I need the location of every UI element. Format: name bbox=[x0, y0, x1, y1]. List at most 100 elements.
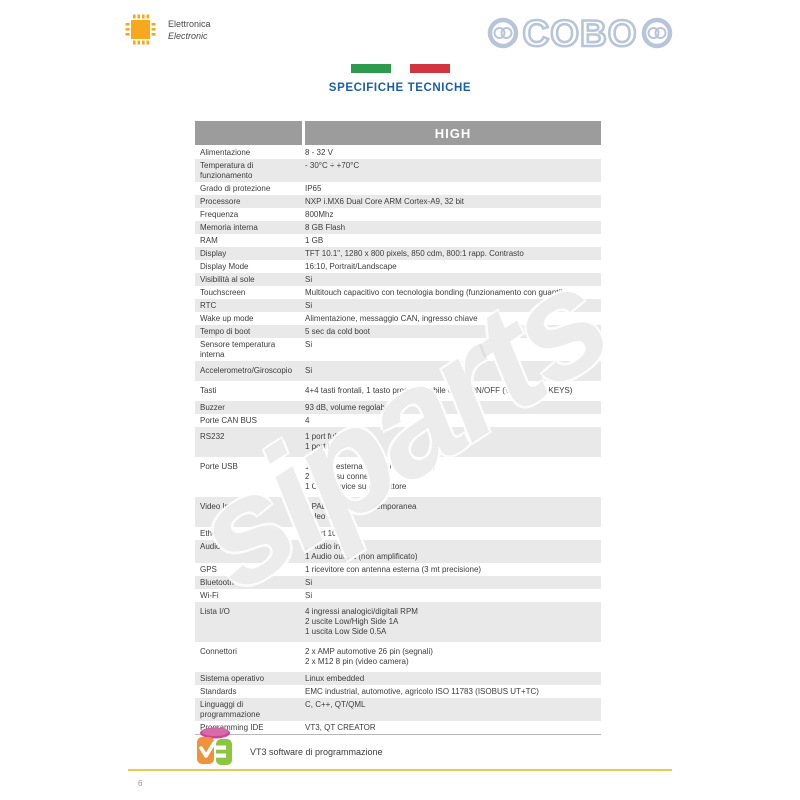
row-value: Si bbox=[305, 300, 313, 310]
row-value: EMC industrial, automotive, agricolo ISO… bbox=[305, 686, 539, 696]
table-row: Audio 1 Audio input 1 Audio output (non a… bbox=[195, 540, 601, 563]
row-value: Si bbox=[305, 366, 313, 375]
table-row: Wake up mode Alimentazione, messaggio CAN… bbox=[195, 312, 601, 325]
row-value: 4 PAL/NTSC in contemporanea Video over I… bbox=[305, 502, 417, 521]
table-row: Accelerometro/Giroscopio Si bbox=[195, 361, 601, 381]
cobo-logo-text: COBO bbox=[523, 13, 638, 52]
page-number: 6 bbox=[138, 779, 143, 788]
chip-icon bbox=[125, 14, 156, 45]
row-value: Si bbox=[305, 274, 313, 284]
row-label: RAM bbox=[200, 235, 218, 245]
table-row: Tempo di boot 5 sec da cold boot bbox=[195, 325, 601, 338]
table-row: Touchscreen Multitouch capacitivo con tec… bbox=[195, 286, 601, 299]
table-row: Display Mode 16:10, Portrait/Landscape bbox=[195, 260, 601, 273]
row-label: Sensore temperatura interna bbox=[200, 339, 276, 359]
brand-name-alt: Electronic bbox=[168, 30, 208, 41]
row-label: Visibilità al sole bbox=[200, 274, 255, 284]
row-value: 800Mhz bbox=[305, 209, 334, 219]
table-row: Lista I/O 4 ingressi analogici/digitali R… bbox=[195, 602, 601, 642]
table-row: Alimentazione 8 - 32 V bbox=[195, 146, 601, 159]
spec-rows: Alimentazione 8 - 32 V Temperatura di funz… bbox=[195, 146, 601, 734]
table-row: Bluetooth Si bbox=[195, 576, 601, 589]
row-label: Wake up mode bbox=[200, 313, 254, 323]
row-label: Display Mode bbox=[200, 261, 249, 271]
row-label: Display bbox=[200, 248, 227, 258]
row-value: 4 bbox=[305, 415, 310, 425]
table-row: Memoria interna 8 GB Flash bbox=[195, 221, 601, 234]
table-row: Porte CAN BUS 4 bbox=[195, 414, 601, 427]
row-value: 4+4 tasti frontali, 1 tasto programmabil… bbox=[305, 386, 573, 395]
brand-logo: Elettronica Electronic bbox=[122, 11, 211, 48]
row-label: Frequenza bbox=[200, 209, 239, 219]
row-value: VT3, QT CREATOR bbox=[305, 722, 376, 732]
spec-header-high-cell: HIGH bbox=[305, 121, 601, 145]
table-row: Processore NXP i.MX6 Dual Core ARM Cortex… bbox=[195, 195, 601, 208]
row-label: Wi-Fi bbox=[200, 590, 219, 600]
table-row: GPS 1 ricevitore con antenna esterna (3 m… bbox=[195, 563, 601, 576]
table-row: Linguaggi di programmazione C, C++, QT/QM… bbox=[195, 698, 601, 721]
row-label: Touchscreen bbox=[200, 287, 246, 297]
row-label: Porte USB bbox=[200, 462, 238, 471]
table-row: RAM 1 GB bbox=[195, 234, 601, 247]
row-label: Accelerometro/Giroscopio bbox=[200, 366, 293, 375]
row-label: Porte CAN BUS bbox=[200, 415, 257, 425]
row-label: Tempo di boot bbox=[200, 326, 251, 336]
row-label: RS232 bbox=[200, 432, 225, 441]
page-title: SPECIFICHE TECNICHE bbox=[328, 82, 472, 94]
table-row: Connettori 2 x AMP automotive 26 pin (seg… bbox=[195, 642, 601, 672]
row-value: Si bbox=[305, 577, 313, 587]
table-row: Programming IDE VT3, QT CREATOR bbox=[195, 721, 601, 734]
table-row: Sistema operativo Linux embedded bbox=[195, 672, 601, 685]
table-row: Buzzer 93 dB, volume regolabile bbox=[195, 401, 601, 414]
row-label: Temperatura di funzionamento bbox=[200, 160, 254, 180]
row-value: - 30°C ÷ +70°C bbox=[305, 160, 360, 170]
table-row: Ethernet 1 port 10/100 bbox=[195, 527, 601, 540]
row-value: Si bbox=[305, 590, 313, 600]
row-value: Multitouch capacitivo con tecnologia bon… bbox=[305, 287, 563, 297]
row-label: Lista I/O bbox=[200, 607, 230, 616]
row-value: 1 HOST esterna (VERSIONE KEYS) 2 HOST su… bbox=[305, 462, 436, 491]
footer-rule bbox=[128, 769, 672, 771]
row-value: 2 x AMP automotive 26 pin (segnali) 2 x … bbox=[305, 647, 433, 666]
spec-table-header: HIGH bbox=[195, 121, 601, 145]
row-label: Standards bbox=[200, 686, 237, 696]
row-value: Alimentazione, messaggio CAN, ingresso c… bbox=[305, 313, 478, 323]
spec-header-empty-cell bbox=[195, 121, 302, 145]
row-value: NXP i.MX6 Dual Core ARM Cortex-A9, 32 bi… bbox=[305, 196, 465, 206]
row-value: 93 dB, volume regolabile bbox=[305, 402, 394, 412]
row-label: Processore bbox=[200, 196, 241, 206]
row-value: 16:10, Portrait/Landscape bbox=[305, 261, 397, 271]
table-row: Porte USB 1 HOST esterna (VERSIONE KEYS) … bbox=[195, 457, 601, 497]
table-row: Visibilità al sole Si bbox=[195, 273, 601, 286]
row-value: C, C++, QT/QML bbox=[305, 699, 366, 709]
table-row: RTC Si bbox=[195, 299, 601, 312]
row-value: 1 Audio input 1 Audio output (non amplif… bbox=[305, 541, 418, 561]
row-value: 1 port 10/100 bbox=[305, 528, 353, 538]
table-row: RS232 1 port full modem 1 port Linux Term… bbox=[195, 427, 601, 457]
row-label: RTC bbox=[200, 300, 217, 310]
row-label: Ethernet bbox=[200, 528, 231, 538]
vt3-logo-icon bbox=[193, 726, 237, 773]
row-label: Linguaggi di programmazione bbox=[200, 699, 261, 719]
table-row: Standards EMC industrial, automotive, agr… bbox=[195, 685, 601, 698]
row-label: Audio bbox=[200, 541, 221, 551]
row-label: Sistema operativo bbox=[200, 673, 265, 683]
row-label: Programming IDE bbox=[200, 722, 264, 732]
row-label: Memoria interna bbox=[200, 222, 258, 232]
row-value: 1 port full modem 1 port Linux Terminal bbox=[305, 432, 380, 451]
row-value: TFT 10.1", 1280 x 800 pixels, 850 cdm, 8… bbox=[305, 248, 524, 258]
row-value: IP65 bbox=[305, 183, 322, 193]
flag-green-bar bbox=[350, 64, 391, 73]
row-label: Connettori bbox=[200, 647, 237, 656]
row-value: 8 - 32 V bbox=[305, 147, 334, 157]
table-row: Temperatura di funzionamento - 30°C ÷ +70… bbox=[195, 159, 601, 182]
title-block: SPECIFICHE TECNICHE bbox=[0, 64, 800, 94]
spec-table: HIGH Alimentazione 8 - 32 V Temperatura di… bbox=[195, 121, 601, 735]
row-value: 8 GB Flash bbox=[305, 222, 346, 232]
row-value: Linux embedded bbox=[305, 673, 365, 683]
spec-table-bottom-border bbox=[195, 734, 601, 735]
row-value: Si bbox=[305, 339, 313, 349]
row-label: Buzzer bbox=[200, 402, 225, 412]
table-row: Grado di protezione IP65 bbox=[195, 182, 601, 195]
